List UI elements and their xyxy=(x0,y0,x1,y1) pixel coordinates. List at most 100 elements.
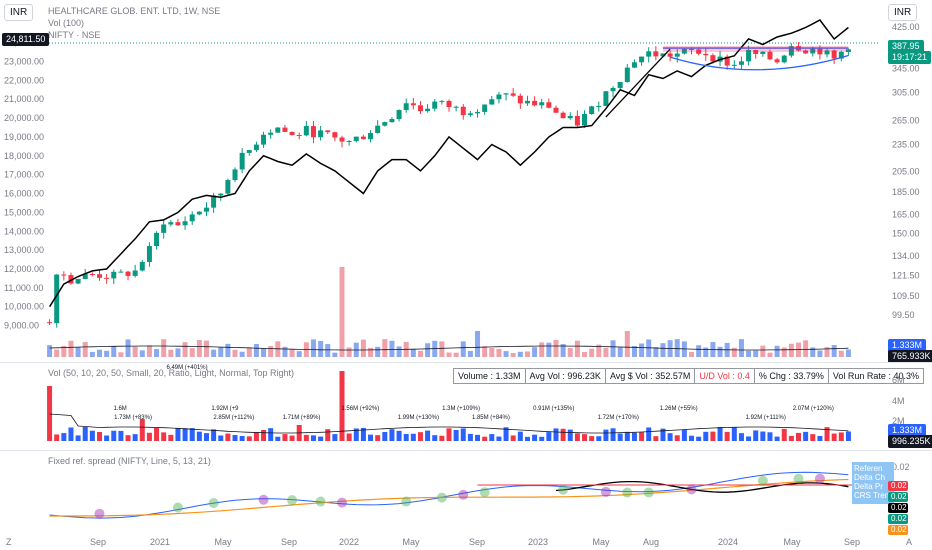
vol-indicator-bar xyxy=(432,435,438,441)
x-axis-label: Sep xyxy=(280,537,298,547)
candle-body xyxy=(54,274,60,324)
candle-body xyxy=(539,102,545,106)
left-axis-tick: 15,000.00 xyxy=(4,207,44,217)
volume-bar xyxy=(703,347,709,357)
volume-bar xyxy=(82,342,88,357)
currency-left-button[interactable]: INR xyxy=(4,4,34,21)
vol-legend[interactable]: Vol (100) xyxy=(48,18,85,28)
candle-body xyxy=(610,87,616,92)
candle-body xyxy=(660,53,666,57)
volume-bar xyxy=(845,349,851,357)
vol-indicator-bar xyxy=(47,386,53,441)
x-axis-label: May xyxy=(592,537,610,547)
candle-body xyxy=(154,232,160,247)
vol-indicator-bar xyxy=(653,436,659,441)
volume-bar xyxy=(47,345,53,357)
x-axis-label: 2023 xyxy=(527,537,549,547)
volume-bar xyxy=(567,347,573,357)
volume-bar xyxy=(211,349,217,357)
candle-body xyxy=(681,48,687,54)
symbol-title[interactable]: HEALTHCARE GLOB. ENT. LTD, 1W, NSE xyxy=(48,6,221,16)
vol-indicator-bar xyxy=(731,427,737,441)
volume-bar xyxy=(496,348,502,357)
candle-body xyxy=(496,94,502,100)
volume-bar xyxy=(318,340,324,357)
rs-indicator-legend[interactable]: Fixed ref. spread (NIFTY, Line, 5, 13, 2… xyxy=(48,456,211,466)
timezone-icon[interactable]: Z xyxy=(6,537,12,547)
candle-body xyxy=(253,144,259,151)
vol-indicator-bar xyxy=(610,428,616,441)
volume-bar xyxy=(425,343,431,357)
volume-bar xyxy=(596,344,602,357)
vol-indicator-bar xyxy=(446,428,452,441)
candle-body xyxy=(339,137,345,142)
candle-body xyxy=(296,135,302,137)
vol-indicator-legend[interactable]: Vol (50, 10, 20, 50, Small, 20, Ratio, L… xyxy=(48,368,294,378)
rs-tag: 0.02 xyxy=(888,492,908,502)
candle-body xyxy=(275,127,281,133)
volume-bar xyxy=(803,340,809,357)
vol-indicator-bar xyxy=(425,430,431,441)
rs-line xyxy=(49,471,849,519)
volume-bar xyxy=(603,347,609,357)
vol-annotation: 6.49M (+401%) xyxy=(166,365,207,371)
volume-bar xyxy=(382,339,388,357)
candle-body xyxy=(75,278,81,284)
volume-bar xyxy=(589,348,595,357)
candle-body xyxy=(453,106,459,108)
candle-body xyxy=(161,224,167,233)
vol2-last-tag: 1.333M xyxy=(888,424,927,437)
candle-body xyxy=(781,55,787,63)
trend-line xyxy=(605,48,671,118)
volume-bar xyxy=(332,352,338,357)
candle-body xyxy=(232,169,238,181)
volume-bar xyxy=(624,331,630,357)
vol-indicator-bar xyxy=(838,432,844,441)
candle-body xyxy=(246,150,252,153)
vol-indicator-bar xyxy=(353,428,359,441)
volume-bar xyxy=(617,347,623,357)
volume-ma-line xyxy=(49,345,849,351)
compare-legend[interactable]: NIFTY · NSE xyxy=(48,30,101,40)
vol-annotation: 1.99M (+130%) xyxy=(398,415,439,421)
candle-body xyxy=(489,99,495,105)
left-axis-tick: 16,000.00 xyxy=(4,189,44,199)
candle-body xyxy=(774,59,780,63)
candle-body xyxy=(396,110,402,120)
vol-indicator-bar xyxy=(75,435,81,441)
volume-bar xyxy=(268,346,274,357)
volume-bar xyxy=(310,339,316,357)
vol-indicator-bar xyxy=(539,436,545,441)
vol-indicator-bar xyxy=(660,428,666,441)
candle-body xyxy=(475,111,481,114)
candle-body xyxy=(810,48,816,54)
rs-signal-dot xyxy=(315,496,326,507)
candle-body xyxy=(182,221,188,226)
right-axis-tick: 99.50 xyxy=(892,310,915,320)
auto-scale-icon[interactable]: A xyxy=(906,537,913,547)
candle-body xyxy=(203,207,209,212)
volume-bar xyxy=(61,345,67,357)
x-axis-label: May xyxy=(783,537,801,547)
volume-bar xyxy=(532,347,538,357)
volume-bar xyxy=(631,346,637,357)
vol-indicator-bar xyxy=(410,433,416,441)
volume-bar xyxy=(225,343,231,357)
candle-body xyxy=(139,261,145,271)
pane-separator[interactable] xyxy=(0,362,932,363)
volume-bar xyxy=(817,350,823,357)
currency-right-button[interactable]: INR xyxy=(888,4,918,21)
left-axis-tick: 19,000.00 xyxy=(4,132,44,142)
candle-body xyxy=(104,277,110,279)
volume-bar xyxy=(375,346,381,357)
right-axis-tick: 165.00 xyxy=(892,210,920,220)
volume-bar xyxy=(218,347,224,357)
vol-annotation: 1.72M (+170%) xyxy=(598,415,639,421)
volume-bar xyxy=(646,339,652,357)
pane-separator[interactable] xyxy=(0,450,932,451)
candle-body xyxy=(838,51,844,59)
candle-body xyxy=(318,130,324,138)
vol-stats-table: Volume : 1.33M Avg Vol : 996.23K Avg $ V… xyxy=(453,368,924,384)
vol-indicator-bar xyxy=(403,434,409,441)
